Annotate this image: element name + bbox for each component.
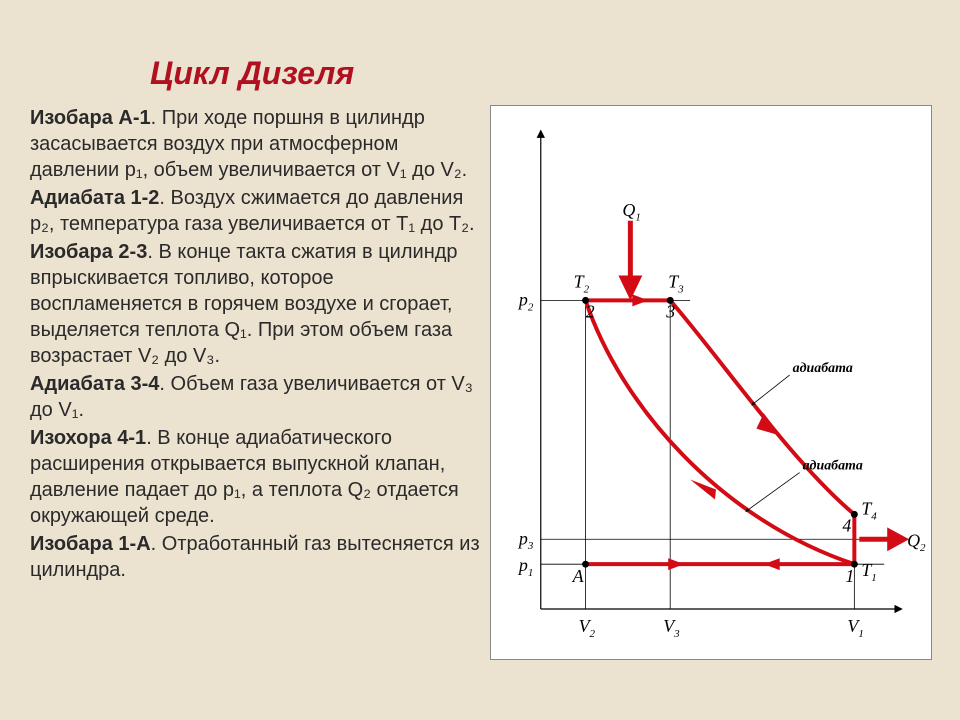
svg-text:p3: p3 (517, 528, 534, 552)
para-a1: Изобара А-1. При ходе поршня в цилиндр з… (30, 105, 482, 183)
para-12: Адиабата 1-2. Воздух сжимается до давлен… (30, 185, 482, 237)
svg-text:адиабата: адиабата (793, 361, 853, 376)
page-title: Цикл Дизеля (150, 55, 354, 92)
para-23: Изобара 2-3. В конце такта сжатия в цили… (30, 239, 482, 369)
svg-text:p1: p1 (517, 555, 533, 579)
svg-text:V2: V2 (579, 616, 596, 640)
svg-text:V1: V1 (847, 616, 863, 640)
svg-text:Q1: Q1 (622, 200, 640, 224)
para-41: Изохора 4-1. В конце адиабатического рас… (30, 425, 482, 529)
svg-text:Q2: Q2 (907, 530, 926, 554)
svg-text:адиабата: адиабата (803, 459, 863, 474)
svg-text:T3: T3 (668, 271, 684, 295)
svg-text:T1: T1 (861, 560, 876, 584)
para-34: Адиабата 3-4. Объем газа увеличивается о… (30, 371, 482, 423)
description-column: Изобара А-1. При ходе поршня в цилиндр з… (30, 105, 482, 585)
svg-text:1: 1 (845, 566, 854, 586)
svg-text:T4: T4 (861, 498, 877, 522)
para-1a: Изобара 1-А. Отработанный газ вытесняетс… (30, 531, 482, 583)
adiabat-1-2 (586, 300, 855, 564)
svg-text:4: 4 (842, 515, 851, 535)
pv-diagram: Q1 Q2 адиабата адиабата T2 T3 T4 T1 2 3 … (490, 105, 932, 660)
svg-text:3: 3 (665, 301, 675, 321)
svg-text:T2: T2 (574, 271, 590, 295)
svg-text:A: A (572, 566, 584, 586)
svg-text:p2: p2 (517, 289, 534, 313)
svg-text:V3: V3 (663, 616, 680, 640)
svg-text:2: 2 (586, 301, 595, 321)
adiabat-3-4 (670, 300, 854, 514)
